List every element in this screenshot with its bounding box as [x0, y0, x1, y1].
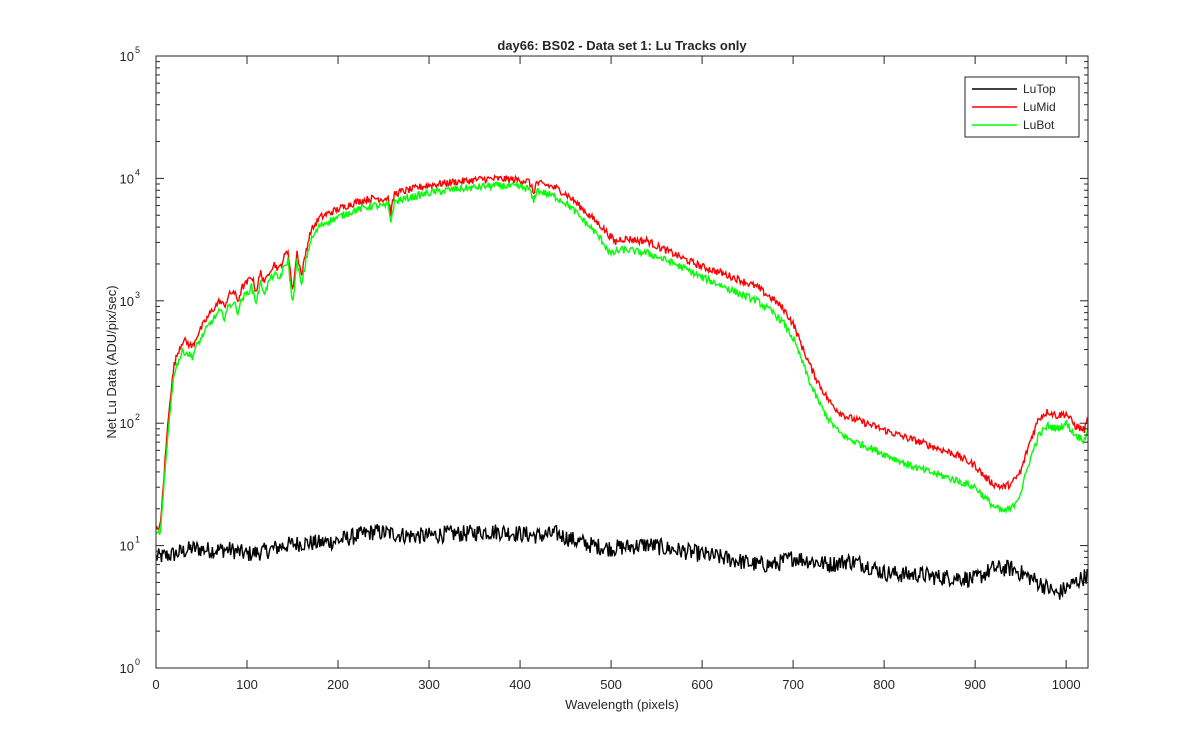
legend-label-lutop: LuTop	[1023, 82, 1056, 96]
legend: LuTop LuMid LuBot	[964, 76, 1080, 138]
y-tick-exponent: 0	[135, 657, 140, 667]
axes-box	[155, 55, 1089, 669]
series-line-lubot	[155, 181, 1089, 536]
legend-label-lubot: LuBot	[1023, 118, 1055, 132]
x-tick-label: 500	[600, 677, 622, 692]
x-tick-label: 900	[964, 677, 986, 692]
x-tick-label: 200	[327, 677, 349, 692]
y-tick-exponent: 4	[135, 167, 140, 177]
y-tick-label: 10	[120, 294, 134, 309]
y-tick-label: 10	[120, 416, 134, 431]
y-tick-exponent: 3	[135, 290, 140, 300]
y-tick-exponent: 1	[135, 535, 140, 545]
x-tick-label: 600	[691, 677, 713, 692]
x-tick-label: 800	[873, 677, 895, 692]
y-tick-label: 10	[120, 49, 134, 64]
y-tick-label: 10	[120, 171, 134, 186]
chart-title: day66: BS02 - Data set 1: Lu Tracks only	[497, 38, 747, 53]
y-tick-label: 10	[120, 661, 134, 676]
x-tick-label: 100	[236, 677, 258, 692]
series-layer	[155, 174, 1089, 600]
y-tick-label: 10	[120, 539, 134, 554]
x-tick-label: 1000	[1052, 677, 1081, 692]
x-tick-label: 700	[782, 677, 804, 692]
plot-area	[156, 56, 1088, 668]
series-line-lutop	[155, 523, 1089, 600]
x-axis-label: Wavelength (pixels)	[565, 697, 679, 712]
legend-label-lumid: LuMid	[1023, 100, 1056, 114]
x-tick-label: 0	[152, 677, 159, 692]
y-tick-exponent: 5	[135, 45, 140, 55]
series-line-lumid	[155, 174, 1089, 532]
y-tick-exponent: 2	[135, 412, 140, 422]
y-axis-label: Net Lu Data (ADU/pix/sec)	[104, 285, 119, 438]
x-tick-label: 400	[509, 677, 531, 692]
x-tick-label: 300	[418, 677, 440, 692]
